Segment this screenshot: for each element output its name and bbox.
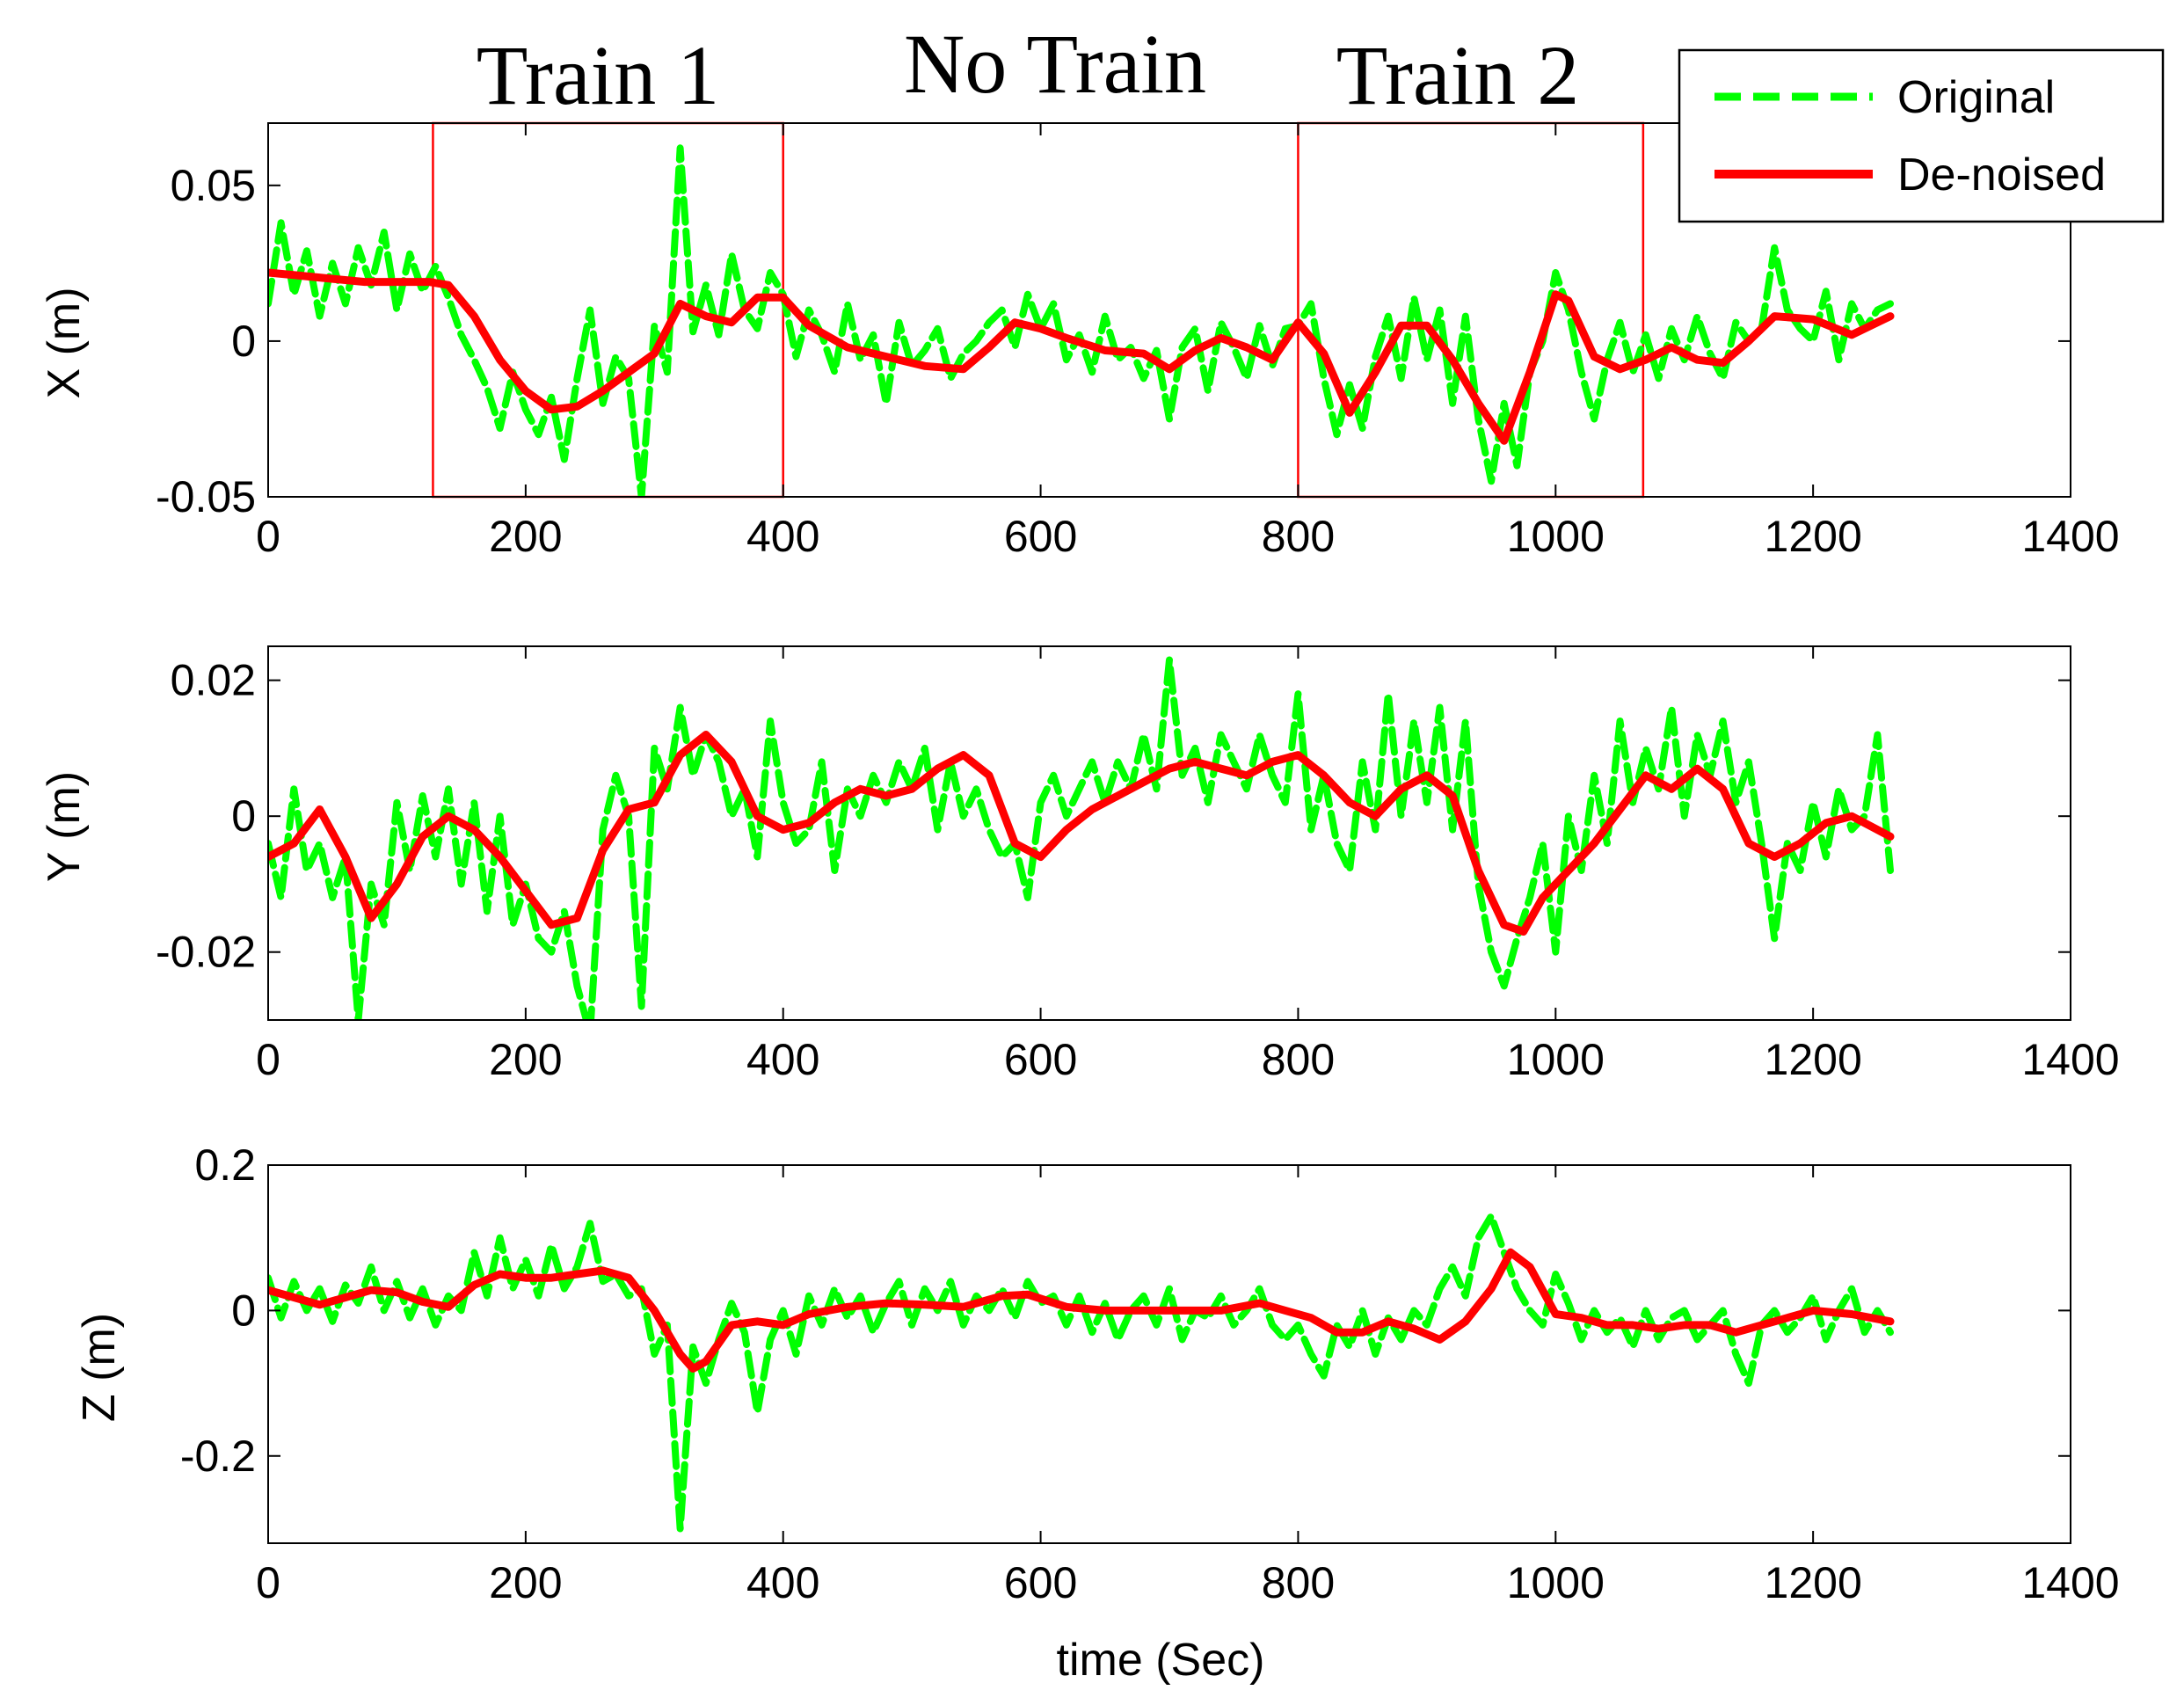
z-x-tick-label: 1200	[1765, 1558, 1862, 1607]
z-x-tick-label: 200	[489, 1558, 562, 1607]
y-y-tick-label: 0	[231, 791, 256, 841]
z-x-tick-label: 800	[1262, 1558, 1335, 1607]
z-displacement-panel: 0 200 400 600 800 1000 1200 1400 -0.2 0 0.2 Z (m)	[74, 1140, 2120, 1607]
y-series-denoised	[268, 731, 1895, 936]
legend: Original De-noised	[1678, 48, 2165, 223]
y-axes-frame	[267, 645, 2071, 1021]
z-x-tick-label: 1400	[2021, 1558, 2119, 1607]
y-x-tick-label: 400	[746, 1035, 819, 1084]
y-x-tick-label: 0	[256, 1035, 280, 1084]
x-x-tick-label: 1400	[2021, 512, 2119, 561]
z-x-tick-label: 600	[1004, 1558, 1077, 1607]
z-displacement-plot-area: 0 200 400 600 800 1000 1200 1400 -0.2 0 0.2	[180, 1140, 2120, 1607]
y-y-tick-label: -0.02	[156, 928, 256, 977]
x-y-tick-label: -0.05	[156, 472, 256, 521]
y-panel-y-axis-label: Y (m)	[39, 771, 90, 882]
x-x-tick-label: 0	[256, 512, 280, 561]
x-x-tick-label: 400	[746, 512, 819, 561]
x-axis-label: time (Sec)	[1057, 1635, 1265, 1686]
x-series-original	[268, 144, 1894, 497]
z-x-tick-label: 0	[256, 1558, 280, 1607]
z-y-tick-label: 0.2	[194, 1140, 256, 1190]
x-y-tick-label: 0.05	[171, 161, 256, 210]
y-y-tick-label: 0.02	[171, 656, 256, 705]
x-x-tick-label: 600	[1004, 512, 1077, 561]
legend-box	[1678, 48, 2165, 223]
y-x-tick-label: 800	[1262, 1035, 1335, 1084]
y-displacement-panel: 0 200 400 600 800 1000 1200 1400 -0.02 0 0.02 Y (m…	[39, 645, 2120, 1084]
x-x-tick-label: 800	[1262, 512, 1335, 561]
z-x-tick-label: 1000	[1507, 1558, 1605, 1607]
x-panel-y-axis-label: X (m)	[39, 287, 90, 398]
z-series-original	[268, 1212, 1894, 1533]
y-x-tick-label: 1400	[2021, 1035, 2119, 1084]
x-x-tick-label: 200	[489, 512, 562, 561]
y-x-tick-label: 600	[1004, 1035, 1077, 1084]
z-y-tick-label: 0	[231, 1286, 256, 1335]
y-series-original	[268, 656, 1894, 1020]
z-x-tick-label: 400	[746, 1558, 819, 1607]
train-2-annotation: Train 2	[1336, 28, 1580, 122]
legend-denoised-label: De-noised	[1897, 149, 2106, 200]
x-axes-frame	[267, 122, 2071, 498]
x-x-tick-label: 1000	[1507, 512, 1605, 561]
z-series-denoised	[268, 1248, 1895, 1373]
y-displacement-plot-area: 0 200 400 600 800 1000 1200 1400 -0.02 0 0.02	[156, 645, 2120, 1084]
y-x-tick-label: 200	[489, 1035, 562, 1084]
z-panel-y-axis-label: Z (m)	[74, 1313, 125, 1422]
y-x-tick-label: 1000	[1507, 1035, 1605, 1084]
x-x-tick-label: 1200	[1765, 512, 1862, 561]
legend-original-label: Original	[1897, 72, 2055, 123]
x-series-denoised	[268, 268, 1895, 445]
no-train-annotation: No Train	[904, 17, 1206, 111]
z-y-tick-label: -0.2	[180, 1432, 256, 1481]
y-x-tick-label: 1200	[1765, 1035, 1862, 1084]
x-y-tick-label: 0	[231, 317, 256, 366]
train-1-annotation: Train 1	[477, 28, 720, 122]
z-axes-frame	[267, 1164, 2071, 1544]
